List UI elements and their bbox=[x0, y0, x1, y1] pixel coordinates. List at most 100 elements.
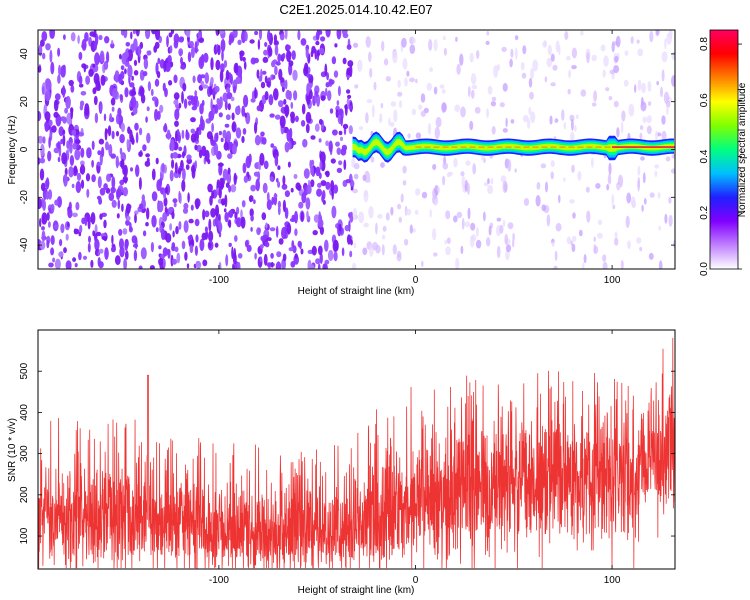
spectrogram-cell bbox=[554, 250, 558, 261]
spectrogram-cell bbox=[202, 209, 206, 221]
spectrogram-cell bbox=[319, 160, 323, 170]
spectrogram-cell bbox=[300, 211, 304, 223]
x-tick-label: 0 bbox=[413, 575, 419, 586]
spectrogram-cell bbox=[208, 230, 214, 242]
spectrogram-cell bbox=[596, 232, 603, 239]
spectrogram-cell bbox=[641, 204, 644, 212]
spectrogram-cell bbox=[259, 152, 265, 166]
spectrogram-cell bbox=[343, 159, 347, 171]
spectrogram-cell bbox=[666, 32, 672, 45]
spectrogram-cell bbox=[385, 212, 390, 221]
spectrogram-cell bbox=[242, 162, 247, 174]
spectrogram-cell bbox=[279, 115, 286, 129]
spectrogram-cell bbox=[324, 63, 328, 77]
spectrogram-cell bbox=[368, 206, 374, 219]
spectrogram-cell bbox=[617, 184, 621, 190]
spectrogram-cell bbox=[363, 222, 369, 228]
spectrogram-cell bbox=[214, 85, 220, 93]
spectrogram-cell bbox=[190, 133, 197, 143]
spectrogram-cell bbox=[109, 113, 112, 123]
spectrogram-cell bbox=[446, 172, 451, 178]
spectrogram-cell bbox=[231, 144, 237, 155]
spectrogram-cell bbox=[244, 112, 247, 118]
spectrogram-cell bbox=[66, 140, 70, 149]
spectrogram-cell bbox=[45, 79, 52, 92]
spectrogram-cell bbox=[510, 119, 515, 124]
spectrogram-cell bbox=[74, 139, 81, 145]
spectrogram-cell bbox=[324, 259, 330, 265]
spectrogram-cell bbox=[293, 174, 298, 179]
spectrogram-cell bbox=[125, 219, 130, 226]
spectrogram-cell bbox=[110, 97, 116, 106]
spectrogram-cell bbox=[198, 149, 203, 159]
spectrogram-cell bbox=[120, 158, 125, 170]
spectrogram-cell bbox=[512, 232, 515, 242]
spectrogram-cell bbox=[487, 178, 490, 185]
spectrogram-cell bbox=[346, 89, 351, 94]
spectrogram-cell bbox=[282, 175, 286, 186]
spectrogram-cell bbox=[630, 36, 634, 44]
spectrogram-cell bbox=[103, 219, 107, 229]
snr-x-ticks: -100 0 100 bbox=[209, 330, 621, 586]
spectrogram-cell bbox=[569, 199, 575, 204]
spectrogram-cell bbox=[353, 162, 360, 170]
spectrogram-cell bbox=[167, 248, 171, 259]
spectrogram-cell bbox=[381, 234, 386, 240]
spectrogram-cell bbox=[256, 69, 260, 79]
spectrogram-cell bbox=[283, 98, 287, 105]
spectrogram-cell bbox=[333, 70, 339, 78]
spectrogram-cell bbox=[428, 39, 433, 51]
spectrogram-cell bbox=[70, 32, 76, 42]
spectrogram-cell bbox=[145, 222, 149, 227]
spectrogram-cell bbox=[38, 197, 42, 210]
colorbar-tick-label: 0.6 bbox=[699, 93, 710, 107]
colorbar-ticks: 0.0 0.2 0.4 0.6 0.8 bbox=[699, 37, 742, 276]
x-tick-label: -100 bbox=[209, 575, 229, 586]
spectrogram-cell bbox=[340, 114, 344, 127]
spectrogram-cell bbox=[198, 123, 203, 131]
spectrogram-cell bbox=[229, 73, 233, 85]
spectrogram-cell bbox=[251, 90, 255, 102]
spectrogram-cell bbox=[254, 87, 257, 100]
spectrogram-cell bbox=[171, 159, 175, 169]
spectrogram-cell bbox=[133, 249, 138, 262]
spectrogram-cell bbox=[455, 257, 460, 269]
spectrogram-cell bbox=[346, 234, 352, 245]
spectrogram-cell bbox=[53, 99, 59, 112]
spectrogram-cell bbox=[115, 155, 120, 169]
spectrogram-cell bbox=[274, 44, 279, 56]
spectrogram-cell bbox=[545, 181, 548, 193]
spectrogram-cell bbox=[558, 45, 561, 56]
spectrogram-cell bbox=[103, 183, 108, 191]
spectrogram-cell bbox=[306, 210, 309, 220]
spectrogram-cell bbox=[278, 68, 283, 81]
spectrogram-cell bbox=[284, 104, 290, 117]
spectrogram-cell bbox=[186, 154, 192, 160]
spectrogram-cell bbox=[265, 222, 268, 229]
spectrogram-cell bbox=[233, 172, 237, 185]
spectrogram-cell bbox=[445, 210, 451, 220]
spectrogram-cell bbox=[383, 58, 389, 66]
spectrogram-cell bbox=[202, 259, 208, 267]
spectrogram-cell bbox=[294, 228, 298, 236]
spectrogram-cell bbox=[483, 211, 486, 222]
spectrogram-cell bbox=[172, 198, 178, 204]
spectrogram-cell bbox=[228, 38, 232, 46]
spectrogram-cell bbox=[529, 91, 534, 100]
spectrogram-cell bbox=[326, 72, 329, 81]
spectrogram-cell bbox=[41, 212, 48, 225]
spectrogram-cell bbox=[502, 82, 508, 92]
spectrogram-cell bbox=[98, 197, 103, 205]
spectrogram-cell bbox=[412, 37, 416, 44]
spectrogram-cell bbox=[268, 47, 273, 57]
spectrogram-cell bbox=[140, 93, 146, 104]
spectrogram-cell bbox=[347, 60, 354, 67]
spectrogram-cell bbox=[378, 116, 383, 123]
spectrogram-cell bbox=[105, 128, 108, 134]
spectrogram-cell bbox=[224, 211, 229, 223]
spectrogram-cell bbox=[178, 146, 183, 152]
spectrogram-cell bbox=[181, 91, 184, 104]
spectrogram-cell bbox=[173, 33, 180, 45]
spectrogram-cell bbox=[42, 136, 46, 144]
spectrogram-cell bbox=[550, 53, 555, 62]
